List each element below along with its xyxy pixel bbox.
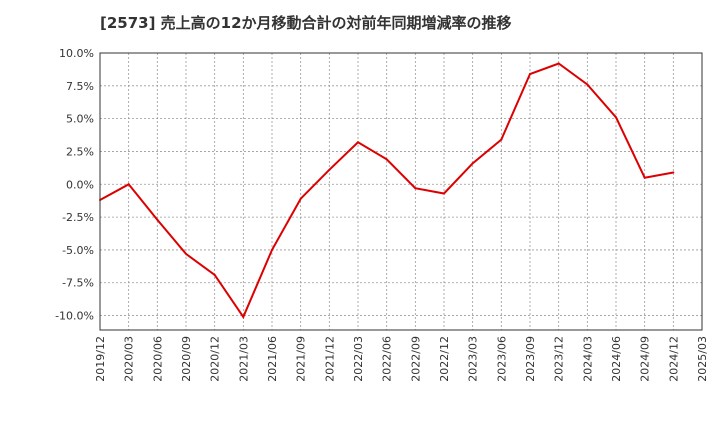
data-point bbox=[500, 138, 503, 141]
x-tick-label: 2021/12 bbox=[323, 336, 336, 382]
data-point bbox=[529, 73, 531, 76]
data-point bbox=[643, 176, 646, 179]
x-tick-label: 2024/06 bbox=[610, 336, 623, 382]
x-tick-label: 2024/03 bbox=[581, 336, 594, 382]
x-tick-label: 2022/12 bbox=[438, 336, 451, 382]
data-point bbox=[557, 62, 560, 65]
data-point bbox=[213, 273, 216, 276]
y-tick-label: 5.0% bbox=[66, 113, 94, 126]
data-point bbox=[299, 197, 302, 200]
plot-area bbox=[100, 53, 702, 330]
data-point bbox=[357, 141, 359, 144]
x-tick-label: 2020/06 bbox=[151, 336, 164, 382]
x-tick-label: 2023/12 bbox=[553, 336, 566, 382]
y-tick-label: -5.0% bbox=[62, 244, 94, 257]
data-point bbox=[127, 183, 130, 186]
x-tick-label: 2019/12 bbox=[94, 336, 107, 382]
y-tick-label: 0.0% bbox=[66, 178, 94, 191]
data-point bbox=[185, 252, 187, 255]
data-point bbox=[328, 168, 331, 171]
y-tick-label: 7.5% bbox=[66, 80, 94, 93]
x-tick-label: 2020/03 bbox=[123, 336, 136, 382]
data-point bbox=[443, 192, 445, 195]
data-point bbox=[242, 315, 245, 318]
data-point bbox=[271, 248, 273, 251]
x-tick-label: 2024/09 bbox=[639, 336, 652, 382]
data-point bbox=[672, 171, 675, 174]
data-point bbox=[414, 187, 417, 190]
x-tick-label: 2025/03 bbox=[696, 336, 709, 382]
x-tick-label: 2021/06 bbox=[266, 336, 279, 382]
chart-title: [2573] 売上高の12か月移動合計の対前年同期増減率の推移 bbox=[100, 14, 512, 32]
data-point bbox=[156, 218, 159, 221]
x-tick-label: 2021/09 bbox=[295, 336, 308, 382]
x-tick-label: 2022/03 bbox=[352, 336, 365, 382]
x-tick-label: 2022/09 bbox=[409, 336, 422, 382]
y-tick-label: -2.5% bbox=[62, 211, 94, 224]
x-tick-label: 2023/09 bbox=[524, 336, 537, 382]
y-tick-label: 10.0% bbox=[59, 47, 94, 60]
x-tick-label: 2024/12 bbox=[667, 336, 680, 382]
x-tick-label: 2020/12 bbox=[209, 336, 222, 382]
data-point bbox=[586, 83, 589, 86]
data-point bbox=[385, 158, 388, 161]
y-tick-label: 2.5% bbox=[66, 145, 94, 158]
y-axis-ticks: 10.0% 7.5% 5.0% 2.5% 0.0% -2.5% -5.0% -7.5% -10.… bbox=[55, 47, 94, 323]
y-tick-label: -7.5% bbox=[62, 277, 94, 290]
x-tick-label: 2020/09 bbox=[180, 336, 193, 382]
data-point bbox=[471, 162, 474, 165]
x-tick-label: 2023/06 bbox=[495, 336, 508, 382]
x-tick-label: 2022/06 bbox=[381, 336, 394, 382]
y-tick-label: -10.0% bbox=[55, 310, 94, 323]
x-axis-ticks: 2019/12 2020/03 2020/06 2020/09 2020/12 2021/… bbox=[94, 336, 709, 382]
x-tick-label: 2021/03 bbox=[237, 336, 250, 382]
plot-frame bbox=[99, 52, 703, 331]
data-point bbox=[615, 116, 617, 119]
x-tick-label: 2023/03 bbox=[467, 336, 480, 382]
